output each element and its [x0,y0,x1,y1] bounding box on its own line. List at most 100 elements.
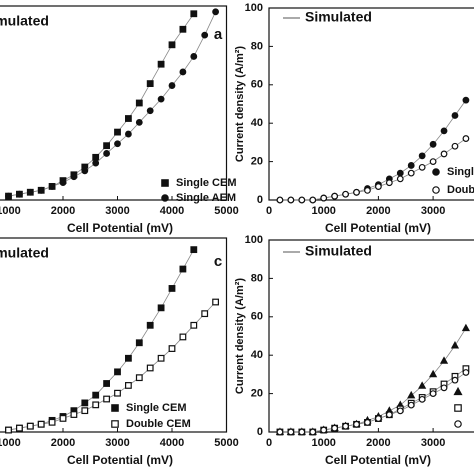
legend-title: Simulated [0,13,49,29]
x-tick-label: 3000 [105,205,129,217]
marker [418,381,427,389]
marker [168,41,176,49]
legend-label: Single AEM [176,192,236,204]
marker [287,196,295,204]
legend-label: Single AEM [447,166,474,178]
y-tick-label: 40 [251,349,263,361]
marker [81,407,89,415]
marker [462,96,470,104]
y-tick-label: 0 [257,194,263,206]
x-tick-label: 3000 [421,437,445,449]
marker [201,31,209,39]
marker [201,310,209,318]
marker [353,420,360,428]
x-tick-label: 2000 [51,437,75,449]
marker [37,186,45,194]
marker [16,190,23,198]
marker [26,422,34,430]
marker [454,420,462,428]
marker [103,380,111,387]
marker [114,389,121,397]
x-tick-label: 2000 [366,437,390,449]
legend-title: Simulated [305,9,372,25]
marker [48,418,56,426]
marker [461,323,471,332]
marker [287,428,295,436]
y-tick-label: 20 [251,388,263,400]
marker [114,140,121,148]
marker [92,401,100,409]
marker [37,420,45,428]
marker [70,411,78,418]
legend-label: Double CEM [126,418,191,430]
marker [309,428,317,436]
marker [124,354,132,362]
marker [276,196,284,204]
marker [26,188,34,196]
marker [111,404,119,412]
marker [462,369,470,376]
marker [114,128,121,136]
marker [331,424,339,432]
marker [396,169,404,177]
marker [462,135,470,142]
marker [454,404,462,412]
marker [168,345,176,352]
marker [146,107,154,115]
marker [385,179,393,187]
y-axis-label: Current density (A/m²) [234,278,246,394]
marker [146,80,154,88]
marker [179,265,187,273]
plot-frame [268,239,474,433]
plot-frame [0,5,228,201]
y-tick-label: 100 [245,234,263,246]
x-tick-label: 1000 [0,437,21,449]
x-tick-label: 3000 [105,437,129,449]
marker [92,159,100,167]
legend-title: Simulated [305,243,372,259]
y-tick-label: 40 [251,117,263,129]
x-tick-label: 1000 [0,205,21,217]
marker [146,364,154,372]
marker [451,142,459,150]
y-tick-label: 0 [257,426,263,438]
fit-line [279,99,467,201]
marker [135,118,143,126]
marker [450,340,460,349]
marker [124,382,132,389]
legend-label: Single CEM [126,402,187,414]
x-tick-label: 4000 [160,205,184,217]
marker [375,183,382,190]
marker [179,68,187,76]
x-tick-label: 0 [266,205,272,217]
marker [432,186,440,194]
marker [453,386,463,396]
x-axis-label: Cell Potential (mV) [325,453,431,467]
marker [407,162,415,169]
x-tick-label: 1000 [311,205,335,217]
marker [439,356,449,364]
marker [364,186,371,194]
x-tick-label: 0 [266,437,272,449]
marker [157,95,165,103]
panel-label: a [214,26,223,43]
panel-label: c [214,253,222,270]
marker [81,399,89,407]
x-tick-label: 2000 [51,205,75,217]
plot-frame [0,237,228,433]
x-axis-label: Cell Potential (mV) [67,453,173,467]
marker [451,112,459,119]
marker [396,175,404,183]
marker [179,25,187,33]
x-axis-label: Cell Potential (mV) [67,221,173,235]
marker [190,321,198,329]
marker [70,173,78,181]
x-tick-label: 5000 [214,437,238,449]
marker [48,183,56,190]
marker [179,333,187,341]
y-tick-label: 60 [251,311,263,323]
marker [157,304,165,312]
marker [124,130,132,138]
x-tick-label: 1000 [311,437,335,449]
